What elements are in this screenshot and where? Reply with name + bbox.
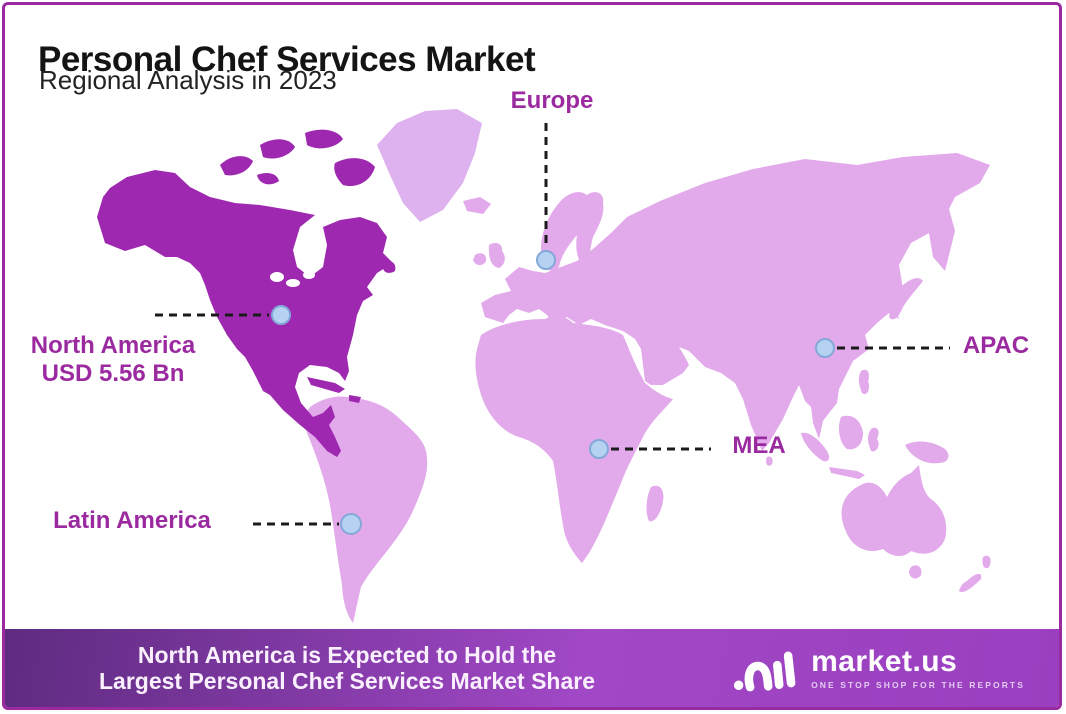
iceland-shape [463,197,491,214]
new-zealand-south-shape [959,573,982,593]
logo-bar-2 [783,651,796,688]
great-lake-1 [270,272,284,282]
region-label-apac: APAC [962,332,1030,359]
page-subtitle: Regional Analysis in 2023 [39,65,337,95]
banner-line-1: North America is Expected to Hold the [137,642,557,668]
region-label-europe: Europe [510,87,594,114]
great-lake-3 [303,271,315,279]
logo-tagline: ONE STOP SHOP FOR THE REPORTS [811,679,1025,690]
eurasia-shape [481,153,990,451]
region-markers [271,250,835,535]
marker-latin-america [340,513,362,535]
great-lakes-cutouts [270,271,315,287]
ireland-shape [473,253,487,266]
tasmania-shape [909,565,922,579]
bottom-banner: North America is Expected to Hold the La… [5,629,1059,707]
arctic-island-4 [257,173,279,185]
map-canvas: Personal Chef Services Market Regional A… [5,5,1059,707]
baffin-island-shape [334,158,375,187]
marketus-logo: market.us ONE STOP SHOP FOR THE REPORTS [727,640,1025,696]
marketus-logo-text: market.us ONE STOP SHOP FOR THE REPORTS [811,644,1025,690]
greenland-shape [377,109,482,222]
world-map [97,109,991,623]
arctic-island-2 [260,139,295,159]
philippines-shape [858,369,870,395]
madagascar-shape [646,485,664,522]
logo-bar-1 [773,660,784,690]
scandinavia-shape [540,192,604,271]
great-lake-2 [286,279,300,287]
newfoundland-shape [382,261,396,273]
borneo-shape [839,415,863,450]
uk-shape [488,243,505,268]
marker-north-america [271,305,291,325]
map-regions-light [304,153,991,623]
region-label-north-america-name: North America [30,332,196,359]
java-shape [829,467,865,479]
australia-shape [841,465,947,557]
banner-line-2: Largest Personal Chef Services Market Sh… [98,668,595,694]
logo-brand: market.us [811,644,958,678]
logo-wave [744,661,773,692]
sri-lanka-shape [766,456,773,466]
region-label-north-america: North America USD 5.56 Bn [17,332,209,388]
page-title: Personal Chef Services Market [38,40,536,80]
marketus-logo-icon [733,651,796,692]
sulawesi-shape [868,427,879,452]
africa-shape [475,316,673,563]
hispaniola-shape [349,395,361,403]
arctic-island-1 [220,156,253,176]
arctic-island-3 [305,129,343,149]
logo-dot [733,680,744,690]
region-label-latin-america: Latin America [53,507,211,534]
japan-shape [889,278,923,320]
banner-text: North America is Expected to Hold the La… [47,642,647,694]
region-value-north-america: USD 5.56 Bn [41,360,185,387]
marker-apac [815,338,835,358]
sumatra-shape [801,432,830,462]
region-label-mea: MEA [732,432,786,459]
new-guinea-shape [905,441,949,464]
cuba-shape [307,377,345,393]
marker-mea [589,439,609,459]
marker-europe [536,250,556,270]
new-zealand-north-shape [982,555,991,569]
connector-lines [155,123,950,526]
